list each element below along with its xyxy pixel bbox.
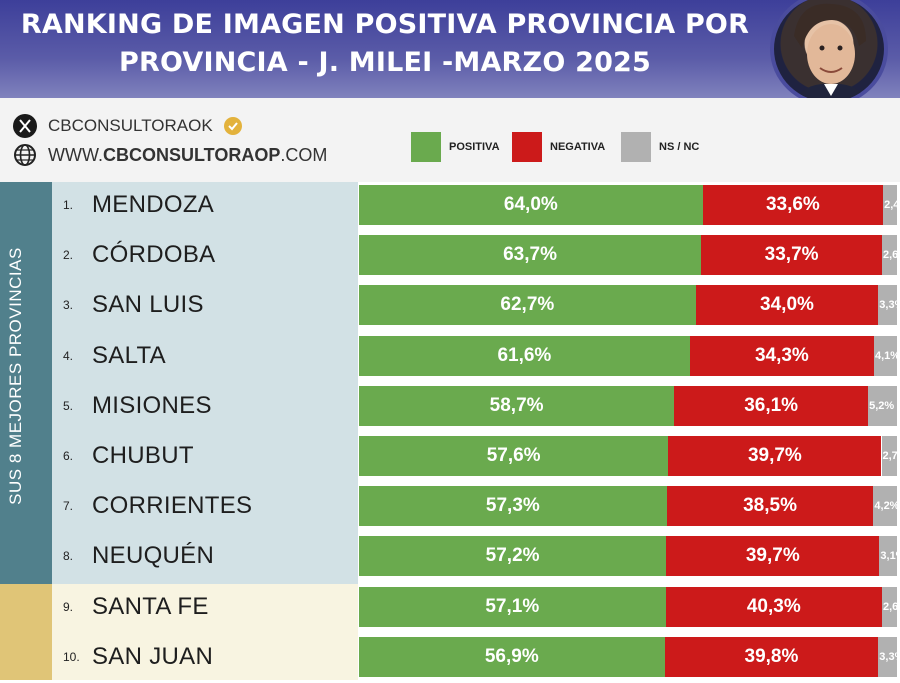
legend-swatch-negativa — [512, 132, 542, 162]
legend-swatch-positiva — [411, 132, 441, 162]
province-name: SALTA — [92, 342, 166, 369]
verified-badge-icon — [223, 117, 242, 135]
bar-nsnc: 3,1% — [879, 536, 897, 576]
province-name: MISIONES — [92, 392, 212, 419]
website-row[interactable]: WWW.CBCONSULTORAOP.COM — [12, 142, 327, 168]
portrait-icon — [794, 3, 868, 102]
table-row: 9. SANTA FE 57,1%40,3%2,6% — [0, 587, 900, 633]
bar-positiva: 57,6% — [359, 436, 669, 476]
rank-label: 2. — [63, 248, 74, 262]
bar-positiva: 56,9% — [359, 637, 665, 677]
bar-negativa: 40,3% — [665, 587, 882, 627]
bar-positiva: 62,7% — [359, 285, 696, 325]
table-row: 3. SAN LUIS 62,7%34,0%3,3% — [0, 285, 900, 331]
bar-nsnc: 3,3% — [878, 285, 897, 325]
legend-swatch-nsnc — [621, 132, 651, 162]
website-url: WWW.CBCONSULTORAOP.COM — [48, 144, 328, 165]
bar-nsnc: 4,2% — [873, 486, 897, 526]
names-panel-bottom — [52, 584, 358, 680]
table-row: 8. NEUQUÉN 57,2%39,7%3,1% — [0, 536, 900, 582]
legend-label: NEGATIVA — [550, 141, 606, 153]
rank-label: 1. — [63, 198, 74, 212]
province-name: SANTA FE — [92, 593, 209, 620]
province-name: NEUQUÉN — [92, 542, 215, 569]
bar-negativa: 36,1% — [674, 386, 869, 426]
legend-label: POSITIVA — [449, 141, 500, 153]
bar-nsnc: 2,6% — [882, 587, 897, 627]
table-row: 2. CÓRDOBA 63,7%33,7%2,6% — [0, 235, 900, 281]
globe-icon — [14, 144, 36, 166]
info-bar — [0, 98, 900, 182]
legend-label: NS / NC — [659, 141, 700, 153]
bar-negativa: 34,3% — [689, 336, 874, 376]
bar-positiva: 63,7% — [359, 235, 702, 275]
rank-label: 4. — [63, 349, 74, 363]
province-name: CÓRDOBA — [92, 241, 216, 268]
province-name: SAN JUAN — [92, 643, 214, 670]
x-logo-icon — [13, 114, 37, 138]
page-title: RANKING DE IMAGEN POSITIVA PROVINCIA POR… — [10, 6, 760, 82]
header-banner: RANKING DE IMAGEN POSITIVA PROVINCIA POR… — [0, 0, 900, 106]
bar-positiva: 58,7% — [359, 386, 675, 426]
legend-nsnc: NS / NC — [621, 132, 699, 162]
bar-positiva: 57,1% — [359, 587, 666, 627]
province-name: CHUBUT — [92, 442, 194, 469]
title-line-2: PROVINCIA - J. MILEI -MARZO 2025 — [118, 47, 652, 78]
legend-positiva: POSITIVA — [411, 132, 500, 162]
bar-nsnc: 4,1% — [874, 336, 897, 376]
bar-nsnc: 2,4% — [883, 185, 897, 225]
bar-nsnc: 5,2% — [868, 386, 897, 426]
bar-negativa: 39,7% — [668, 436, 882, 476]
table-row: 5. MISIONES 58,7% 36,1% 5,2% — [0, 386, 900, 432]
bar-negativa: 38,5% — [666, 486, 874, 526]
rest-sidebar — [0, 584, 52, 680]
bar-negativa: 39,7% — [666, 536, 880, 576]
province-name: SAN LUIS — [92, 291, 204, 318]
top-8-sidebar — [0, 182, 52, 584]
bar-nsnc: 3,3% — [878, 637, 897, 677]
table-row: 6. CHUBUT 57,6%39,7%2,7% — [0, 436, 900, 482]
bar-negativa: 34,0% — [695, 285, 879, 325]
rank-label: 7. — [63, 499, 74, 513]
bar-positiva: 64,0% — [359, 185, 703, 225]
rank-label: 8. — [63, 549, 74, 563]
bar-negativa: 33,6% — [702, 185, 884, 225]
title-line-1: RANKING DE IMAGEN POSITIVA PROVINCIA POR — [20, 9, 750, 40]
rank-label: 6. — [63, 449, 74, 463]
bar-negativa: 39,8% — [664, 637, 879, 677]
table-row: 10. SAN JUAN 56,9%39,8%3,3% — [0, 637, 900, 683]
rank-label: 10. — [63, 650, 80, 664]
province-name: CORRIENTES — [92, 492, 253, 519]
rank-label: 3. — [63, 298, 74, 312]
rank-label: 5. — [63, 399, 74, 413]
bar-negativa: 33,7% — [701, 235, 883, 275]
bar-nsnc: 2,7% — [881, 436, 897, 476]
avatar — [770, 0, 888, 106]
bar-nsnc: 2,6% — [882, 235, 897, 275]
table-row: 7. CORRIENTES 57,3% 38,5% 4,2% — [0, 486, 900, 532]
rank-label: 9. — [63, 600, 74, 614]
social-handle: CBCONSULTORAOK — [48, 116, 213, 135]
bar-positiva: 57,3% — [359, 486, 667, 526]
bar-positiva: 57,2% — [359, 536, 667, 576]
names-panel-top — [52, 182, 358, 584]
legend-negativa: NEGATIVA — [512, 132, 605, 162]
province-name: MENDOZA — [92, 191, 215, 218]
table-row: 1. MENDOZA 64,0%33,6%2,4% — [0, 185, 900, 231]
bar-positiva: 61,6% — [359, 336, 690, 376]
x-handle-row[interactable]: CBCONSULTORAOK — [12, 113, 243, 139]
table-row: 4. SALTA 61,6%34,3%4,1% — [0, 336, 900, 382]
